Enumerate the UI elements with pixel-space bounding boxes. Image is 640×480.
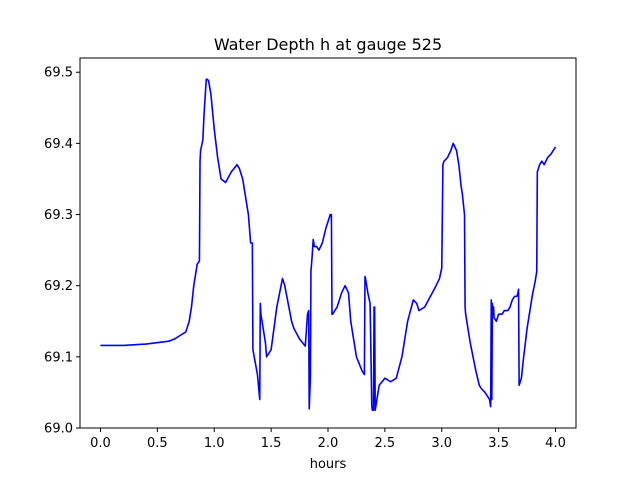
y-tick-label: 69.2 <box>44 279 73 294</box>
y-tick-label: 69.1 <box>44 350 73 365</box>
y-tick-label: 69.5 <box>44 66 73 81</box>
chart-title: Water Depth h at gauge 525 <box>214 35 442 54</box>
y-axis-ticks: 69.0 69.1 69.2 69.3 69.4 69.5 <box>44 66 80 437</box>
x-tick-label: 2.5 <box>375 436 396 451</box>
x-tick-label: 2.0 <box>318 436 339 451</box>
y-tick-label: 69.0 <box>44 422 73 437</box>
x-tick-label: 4.0 <box>545 436 566 451</box>
x-tick-label: 3.0 <box>431 436 452 451</box>
y-tick-label: 69.4 <box>44 137 73 152</box>
x-tick-label: 1.5 <box>261 436 282 451</box>
x-axis-ticks: 0.0 0.5 1.0 1.5 2.0 2.5 3.0 3.5 4.0 <box>90 428 566 451</box>
x-tick-label: 1.0 <box>204 436 225 451</box>
y-tick-label: 69.3 <box>44 208 73 223</box>
x-tick-label: 3.5 <box>488 436 509 451</box>
x-axis-title: hours <box>310 457 347 472</box>
water-depth-line <box>100 78 557 412</box>
x-tick-label: 0.5 <box>147 436 168 451</box>
x-tick-label: 0.0 <box>90 436 111 451</box>
